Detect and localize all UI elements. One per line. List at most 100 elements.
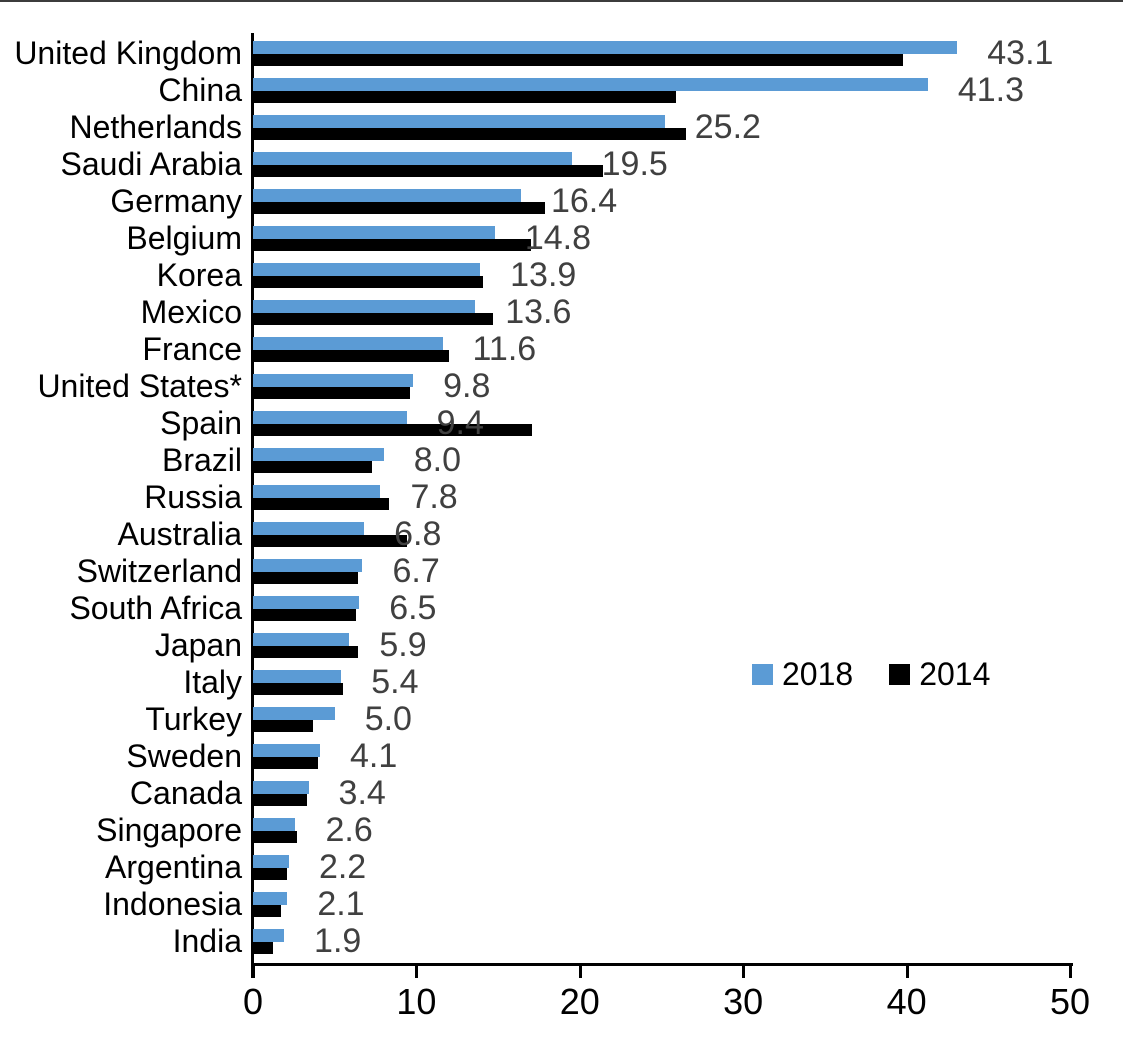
value-label: 6.8 [394,515,442,553]
bar-2014 [253,609,356,621]
bar-2014 [253,54,904,66]
value-label: 13.6 [505,293,572,331]
bar-2018 [253,41,958,54]
bar-2014 [253,239,531,251]
value-label: 19.5 [601,145,668,183]
category-label: France [142,331,242,367]
value-label: 6.7 [392,552,440,590]
bar-2014 [253,202,546,214]
category-label: Belgium [126,220,242,256]
value-label: 43.1 [987,34,1054,72]
top-border-rule [0,0,1123,2]
bar-2014 [253,905,281,917]
bar-2014 [253,387,410,399]
bar-2014 [253,535,407,547]
bar-2014 [253,683,343,695]
bar-2018 [253,152,572,165]
value-label: 3.4 [338,774,386,812]
bar-2014 [253,165,603,177]
legend-label-2018: 2018 [782,656,854,692]
x-tick-mark [742,966,746,978]
bar-2018 [253,707,335,720]
value-label: 13.9 [510,256,577,294]
bar-2018 [253,670,342,683]
bar-2018 [253,744,320,757]
bar-2018 [253,818,296,831]
legend-item-2018: 2018 [752,656,853,692]
category-label: China [158,72,242,108]
x-tick-label: 10 [396,981,437,1022]
bar-2014 [253,757,319,769]
legend: 2018 2014 [752,656,990,692]
bar-2014 [253,424,533,436]
bar-2014 [253,868,288,880]
x-tick-label: 40 [886,981,927,1022]
x-tick-label: 20 [559,981,600,1022]
bar-2018 [253,78,928,91]
bar-2018 [253,300,476,313]
category-label: United Kingdom [14,35,242,71]
x-tick-mark [578,966,582,978]
x-tick-mark [1069,966,1072,978]
bar-2018 [253,374,414,387]
bar-2018 [253,411,407,424]
bar-2014 [253,128,686,140]
value-label: 25.2 [694,108,761,146]
category-label: Germany [110,183,242,219]
category-label: Switzerland [76,553,242,589]
x-tick-mark [415,966,419,978]
category-label: Australia [117,516,243,552]
bar-2018 [253,485,381,498]
x-tick-label: 50 [1049,981,1091,1022]
bar-2018 [253,596,360,609]
value-label: 6.5 [389,589,437,627]
bar-2018 [253,522,365,535]
category-label: India [172,923,242,959]
bar-2018 [253,633,350,646]
bar-2014 [253,942,273,954]
category-label: Japan [154,627,242,663]
bar-2018 [253,448,384,461]
category-label: Indonesia [103,886,242,922]
bar-2014 [253,572,358,584]
legend-label-2014: 2014 [919,656,991,692]
category-label: Netherlands [69,109,242,145]
category-label: Argentina [105,849,242,885]
bar-2014 [253,498,389,510]
bar-2018 [253,892,288,905]
bar-2014 [253,646,358,658]
category-label: Saudi Arabia [60,146,242,182]
x-tick-mark [905,966,909,978]
legend-swatch-2014-icon [889,663,911,685]
value-label: 4.1 [349,737,398,775]
category-label: Korea [156,257,242,293]
value-label: 1.9 [314,922,362,960]
x-tick-mark [252,966,255,978]
value-label: 8.0 [413,441,461,479]
value-label: 2.2 [318,848,367,886]
bar-2014 [253,313,494,325]
bar-2018 [253,929,285,942]
x-tick-label: 0 [242,981,264,1022]
bar-2014 [253,91,677,103]
bar-2018 [253,855,289,868]
value-label: 9.4 [436,404,484,442]
bar-2018 [253,337,443,350]
bar-2014 [253,720,314,732]
value-label: 2.1 [317,885,365,923]
value-label: 5.0 [364,700,412,738]
y-axis-line [251,33,254,978]
x-axis-line [251,963,1073,966]
category-label: Singapore [96,812,242,848]
category-label: Italy [183,664,242,700]
category-label: Spain [160,405,242,441]
category-label: Russia [144,479,242,515]
value-label: 2.6 [325,811,373,849]
value-label: 16.4 [550,182,618,220]
bar-2018 [253,226,495,239]
bar-2018 [253,559,363,572]
category-label: United States* [37,368,242,404]
value-label: 5.9 [379,626,427,664]
value-label: 14.8 [524,219,592,257]
